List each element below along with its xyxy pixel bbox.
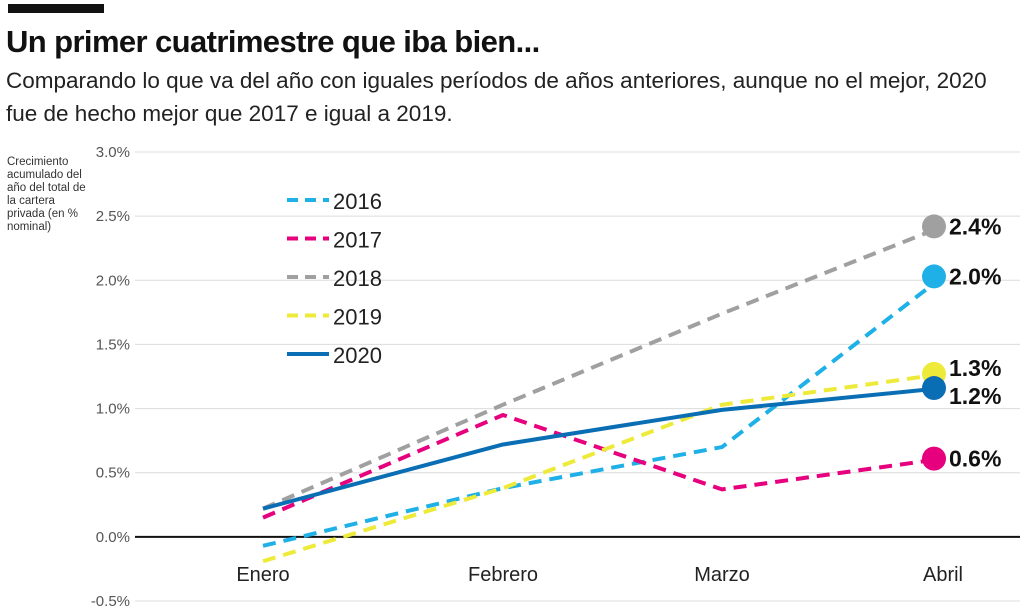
end-marker-2016 [922,264,946,289]
x-category-label: Abril [923,564,963,586]
end-marker-2020 [922,376,946,401]
y-tick-label: 1.5% [96,336,130,353]
y-axis-ticks: 3.0% 2.5% 2.0% 1.5% 1.0% 0.5% 0.0% -0.5% [91,144,130,610]
y-tick-label: 1.0% [96,401,130,418]
series-end-markers: 2.0% 0.6% 2.4% 1.3%1.2% [922,213,1001,472]
y-tick-label: 2.0% [96,272,130,289]
end-label-2019: 1.3% [949,355,1001,381]
y-tick-label: -0.5% [91,593,130,610]
header-accent-bar [8,4,104,13]
series-line-2019 [262,371,944,564]
end-label-2017: 0.6% [949,446,1001,472]
x-category-label: Febrero [468,564,538,586]
gridlines [135,151,1020,602]
x-axis-categories: Enero Febrero Marzo Abril [236,564,963,586]
x-category-label: Marzo [694,564,750,586]
legend-label-2019: 2019 [333,305,382,330]
series-line-2018 [262,224,944,511]
end-label-2018: 2.4% [949,213,1001,239]
legend-label-2017: 2017 [333,228,382,253]
y-axis-label: Crecimiento acumulado del año del total … [7,156,86,233]
end-label-2020: 1.2% [949,383,1001,409]
legend: 2016 2017 2018 2019 2020 [287,189,382,368]
legend-label-2016: 2016 [333,189,382,214]
end-marker-2018 [922,214,946,239]
end-marker-2017 [922,446,946,471]
chart-subtitle: Comparando lo que va del año con iguales… [6,68,987,126]
y-tick-label: 3.0% [96,144,130,161]
y-tick-label: 0.5% [96,465,130,482]
legend-label-2018: 2018 [333,266,382,291]
y-tick-label: 2.5% [96,208,130,225]
x-category-label: Enero [236,564,289,586]
series-lines [262,224,945,564]
series-line-2017 [262,412,944,520]
legend-label-2020: 2020 [333,343,382,368]
series-line-2020 [262,386,944,511]
end-label-2016: 2.0% [949,263,1001,289]
chart-title: Un primer cuatrimestre que iba bien... [6,24,540,59]
series-line-2016 [262,274,945,548]
y-tick-label: 0.0% [96,529,130,546]
